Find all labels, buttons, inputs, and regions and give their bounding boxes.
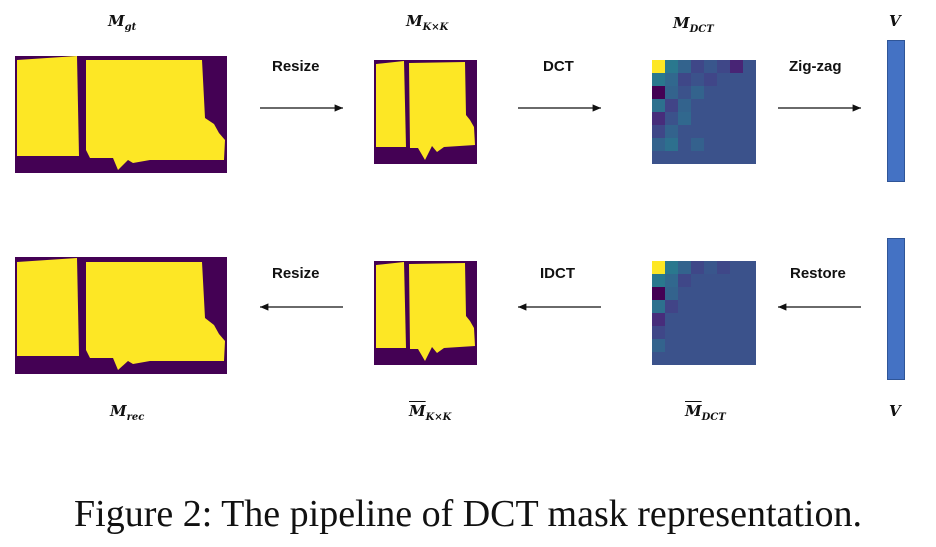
m-rec-label: Mrec xyxy=(110,402,145,423)
vector-v-top xyxy=(887,40,905,182)
m-kxk-bar-label: MK×K xyxy=(409,402,452,423)
mask-kxk-image xyxy=(374,60,477,164)
dct-matrix-top xyxy=(652,60,756,164)
dct-arrow-label: DCT xyxy=(543,58,574,75)
mask-gt-image xyxy=(15,56,227,173)
v-bottom-label: V xyxy=(889,402,901,420)
idct-arrow-label: IDCT xyxy=(540,265,575,282)
mask-rec-image xyxy=(15,257,227,374)
m-dct-label: MDCT xyxy=(673,14,714,35)
m-dct-bar-label: MDCT xyxy=(685,402,726,423)
figure-caption: Figure 2: The pipeline of DCT mask repre… xyxy=(74,493,862,535)
m-gt-label: Mgt xyxy=(108,12,137,33)
dct-matrix-bottom xyxy=(652,261,756,365)
m-kxk-label: MK×K xyxy=(406,12,449,33)
v-top-label: V xyxy=(889,12,901,30)
resize-top-label: Resize xyxy=(272,58,320,75)
vector-v-bottom xyxy=(887,238,905,380)
zigzag-arrow-label: Zig-zag xyxy=(789,58,842,75)
mask-kxk-bar-image xyxy=(374,261,477,365)
restore-arrow-label: Restore xyxy=(790,265,846,282)
resize-bottom-label: Resize xyxy=(272,265,320,282)
